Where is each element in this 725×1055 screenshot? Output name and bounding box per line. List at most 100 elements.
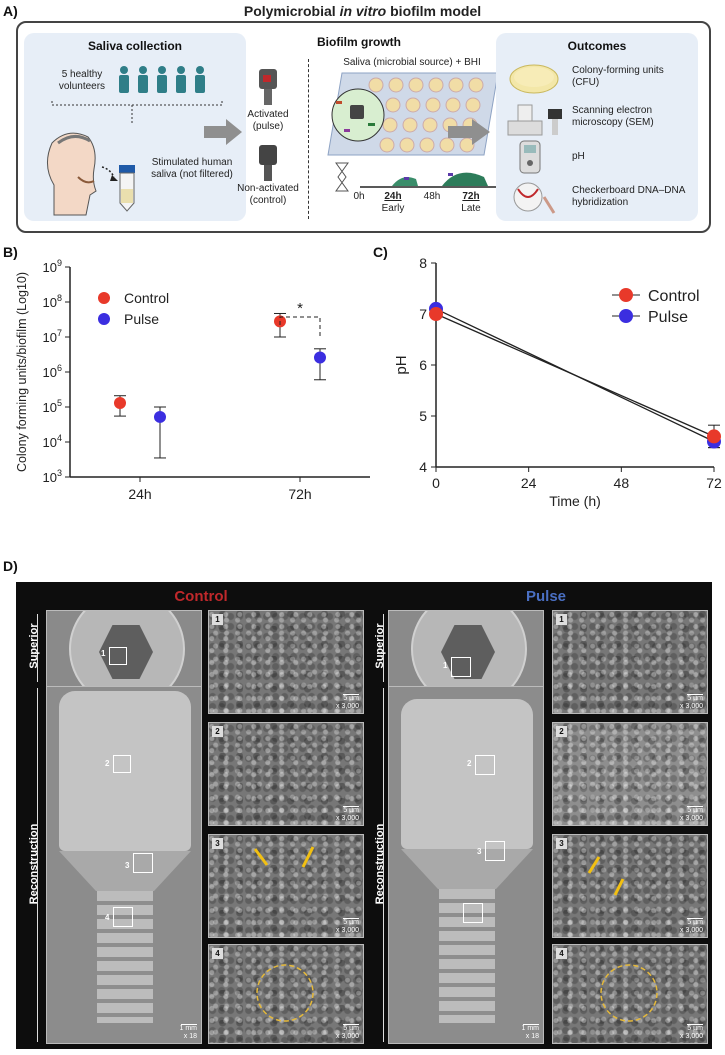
volunteers-label: 5 healthy volunteers <box>58 69 106 92</box>
outcomes-title: Outcomes <box>567 39 627 53</box>
scale-text: 5 µm <box>687 1025 703 1032</box>
roi-3-square <box>485 841 505 861</box>
outcome-dna-label: Checkerboard DNA–DNA hybridization <box>572 185 685 208</box>
scale-bar-um: 5 µm x 3,000 <box>336 806 359 823</box>
mag-text: x 3,000 <box>680 927 703 934</box>
roi-1-square <box>109 647 127 665</box>
legend-marker-pulse <box>98 313 110 325</box>
y-tick-label: 105 <box>43 398 62 415</box>
control-zoom-1: 1 5 µm x 3,000 <box>208 610 364 714</box>
control-zoom-3: 3 5 µm x 3,000 <box>208 834 364 938</box>
control-zoom-2: 2 5 µm x 3,000 <box>208 722 364 826</box>
panel-b-letter: B) <box>3 244 18 260</box>
scale-text: 5 µm <box>343 695 359 702</box>
dna-icon <box>513 182 556 214</box>
y-tick-label: 108 <box>43 293 62 310</box>
y-tick-label: 8 <box>419 255 427 271</box>
abutment-screw <box>439 889 495 1023</box>
scale-text: 5 µm <box>687 695 703 702</box>
timeline-72h: 72h <box>462 191 480 202</box>
legend-marker-control <box>98 292 110 304</box>
reconstruction-divider <box>37 688 38 1042</box>
timeline-24h: 24h <box>384 191 402 202</box>
scale-bar-um: 5 µm x 3,000 <box>336 694 359 711</box>
panel-d-letter: D) <box>3 558 18 574</box>
timeline-late: Late <box>461 203 481 214</box>
legend-label: Control <box>648 288 700 305</box>
y-tick-label: 106 <box>43 363 62 380</box>
mag-text: x 3,000 <box>336 1033 359 1040</box>
mag-text: x 18 <box>183 1033 197 1040</box>
control-zoom-4: 4 5 µm x 3,000 <box>208 944 364 1044</box>
reconstruction-label-control: Reconstruction <box>28 823 40 905</box>
scale-text: 5 µm <box>687 807 703 814</box>
abutment-activated-icon <box>259 69 277 105</box>
panel-a-letter: A) <box>3 3 18 19</box>
flow-arrow-2 <box>448 119 490 145</box>
legend-marker-control <box>619 288 633 302</box>
dashed-circle-marker <box>600 964 658 1022</box>
abutment-nonactivated-icon <box>259 145 277 181</box>
zoom-tag: 2 <box>212 726 223 737</box>
sem-panel: Control Pulse Superior Reconstruction Su… <box>16 582 712 1049</box>
roi-4-tag: 4 <box>105 913 110 922</box>
cfu-chart: 103 104 105 106 107 108 109 24h 72h Colony formin… <box>15 258 370 502</box>
scale-bar-um: 5 µm x 3,000 <box>336 918 359 935</box>
abutment-body <box>59 691 191 851</box>
superior-divider-pulse <box>383 614 384 682</box>
pulse-reconstruction-image: 2 3 1 mm x 18 <box>388 686 544 1044</box>
scale-text: 1 mm <box>521 1025 540 1032</box>
ph-chart: 4 5 6 7 8 0 24 48 72 Time (h) pH Control Pulse <box>393 255 722 509</box>
scale-bar-um: 5 µm x 3,000 <box>680 1024 703 1041</box>
mag-text: x 3,000 <box>336 927 359 934</box>
flow-arrow-1 <box>204 119 242 145</box>
roi-2-square <box>475 755 495 775</box>
panel-a-title: Polymicrobial in vitro biofilm model <box>0 3 725 19</box>
roi-2-square <box>113 755 131 773</box>
x-tick-label: 0 <box>432 475 440 491</box>
title-italic: in vitro <box>339 3 387 19</box>
y-tick-label: 109 <box>43 258 62 275</box>
y-tick-label: 107 <box>43 328 62 345</box>
abutment-screw <box>97 891 153 1023</box>
scale-bar-um: 5 µm x 3,000 <box>680 694 703 711</box>
abutment-cone <box>401 849 533 889</box>
outcome-ph-label: pH <box>572 151 585 162</box>
title-part: Polymicrobial <box>243 3 340 19</box>
mag-text: x 3,000 <box>336 703 359 710</box>
abutment-body <box>401 699 533 849</box>
significance-star: * <box>297 300 303 317</box>
pulse-heading: Pulse <box>525 588 567 605</box>
superior-divider <box>37 614 38 682</box>
mag-text: x 3,000 <box>680 1033 703 1040</box>
reconstruction-divider-pulse <box>383 688 384 1042</box>
data-point-control <box>707 429 721 444</box>
pulse-zoom-3: 3 5 µm x 3,000 <box>552 834 708 938</box>
control-reconstruction-image: 2 3 4 1 mm x 18 <box>46 686 202 1044</box>
timeline-48h: 48h <box>423 191 441 202</box>
scale-bar-um: 5 µm x 3,000 <box>336 1024 359 1041</box>
panel-c-letter: C) <box>373 244 388 260</box>
face-icon <box>47 132 97 216</box>
timeline-0h: 0h <box>353 191 365 202</box>
zoom-tag: 3 <box>212 838 223 849</box>
tube-icon <box>119 165 135 212</box>
ph-meter-icon <box>519 140 541 174</box>
pulse-zoom-4: 4 5 µm x 3,000 <box>552 944 708 1044</box>
drip-arrow <box>101 166 118 181</box>
outcomes-box: Outcomes Colony-forming units (CFU) Scan… <box>496 33 698 221</box>
biofilm-growth-title: Biofilm growth <box>317 35 401 49</box>
nonactivated-label: Non-activated (control) <box>237 183 299 206</box>
arrow-markers <box>253 846 315 868</box>
zoom-tag: 3 <box>556 838 567 849</box>
timeline-icon <box>335 162 504 192</box>
zoom-tag: 2 <box>556 726 567 737</box>
roi-2-tag: 2 <box>467 759 472 768</box>
arrow-markers <box>587 856 625 896</box>
people-icon <box>119 66 205 93</box>
series-line-pulse <box>435 308 715 443</box>
bracket-line <box>51 101 223 125</box>
pulse-zoom-1: 1 5 µm x 3,000 <box>552 610 708 714</box>
data-point-pulse <box>314 351 326 364</box>
title-part: biofilm model <box>386 3 482 19</box>
